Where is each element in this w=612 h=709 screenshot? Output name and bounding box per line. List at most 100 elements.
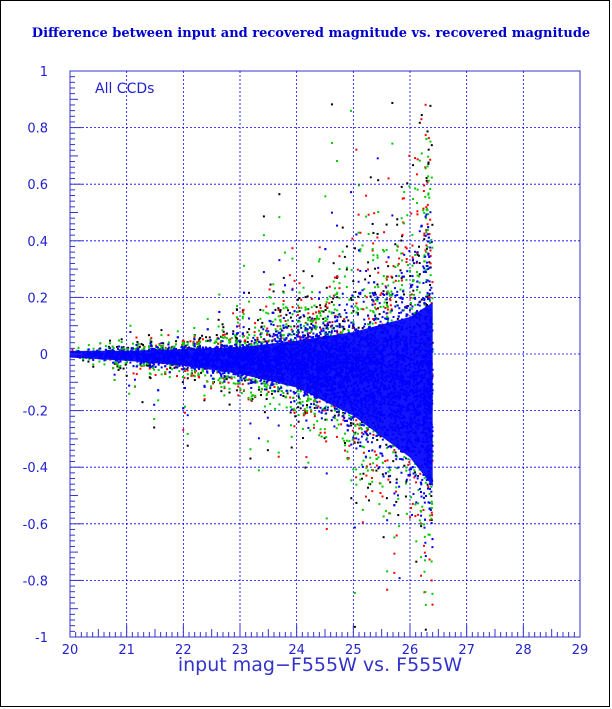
data-point bbox=[425, 176, 428, 179]
data-point bbox=[393, 449, 396, 452]
data-point bbox=[424, 167, 427, 170]
data-point bbox=[428, 196, 431, 199]
data-point bbox=[376, 438, 379, 441]
data-point bbox=[325, 418, 328, 421]
data-point bbox=[393, 552, 396, 555]
data-point bbox=[430, 485, 433, 488]
data-point bbox=[263, 325, 266, 328]
data-point bbox=[87, 348, 90, 351]
data-point bbox=[415, 481, 418, 484]
data-point bbox=[423, 238, 426, 241]
data-point bbox=[175, 343, 178, 346]
data-point bbox=[431, 514, 434, 517]
data-point bbox=[429, 487, 432, 490]
data-point bbox=[412, 198, 415, 201]
data-point bbox=[296, 389, 299, 392]
data-point bbox=[371, 490, 374, 493]
data-point bbox=[405, 466, 408, 469]
data-point bbox=[289, 338, 292, 341]
data-point bbox=[192, 340, 195, 343]
data-point bbox=[333, 409, 336, 412]
data-point bbox=[368, 449, 371, 452]
data-point bbox=[263, 411, 266, 414]
data-point bbox=[353, 625, 356, 628]
data-point bbox=[193, 375, 196, 378]
data-point bbox=[336, 329, 339, 332]
data-point bbox=[198, 344, 201, 347]
data-point bbox=[323, 407, 326, 410]
data-point bbox=[284, 251, 287, 254]
data-point bbox=[272, 283, 275, 286]
data-point bbox=[274, 333, 277, 336]
data-point bbox=[234, 340, 237, 343]
data-point bbox=[268, 339, 271, 342]
data-point bbox=[290, 446, 293, 449]
data-point bbox=[307, 461, 310, 464]
data-point bbox=[246, 336, 249, 339]
data-point bbox=[418, 519, 421, 522]
data-point bbox=[301, 437, 304, 440]
data-point bbox=[416, 271, 419, 274]
data-point bbox=[143, 364, 146, 367]
data-point bbox=[280, 389, 283, 392]
data-point bbox=[206, 318, 209, 321]
data-point bbox=[330, 311, 333, 314]
data-point bbox=[369, 463, 372, 466]
data-point bbox=[277, 337, 280, 340]
data-point bbox=[422, 265, 425, 268]
data-point bbox=[429, 284, 432, 287]
data-point bbox=[418, 121, 421, 124]
data-point bbox=[424, 271, 427, 274]
data-point bbox=[306, 406, 309, 409]
data-point bbox=[398, 577, 401, 580]
data-point bbox=[317, 260, 320, 263]
data-point bbox=[269, 320, 272, 323]
data-point bbox=[165, 368, 168, 371]
data-point bbox=[286, 326, 289, 329]
data-point bbox=[249, 448, 252, 451]
data-point bbox=[230, 377, 233, 380]
data-point bbox=[248, 317, 251, 320]
data-point bbox=[119, 364, 122, 367]
data-point bbox=[312, 319, 315, 322]
data-point bbox=[371, 222, 374, 225]
data-point bbox=[318, 410, 321, 413]
data-point bbox=[315, 318, 318, 321]
data-point bbox=[356, 312, 359, 315]
data-point bbox=[182, 341, 185, 344]
data-point bbox=[297, 392, 300, 395]
data-point bbox=[427, 175, 430, 178]
data-point bbox=[359, 478, 362, 481]
data-point bbox=[265, 381, 268, 384]
data-point bbox=[325, 324, 328, 327]
data-point bbox=[237, 394, 240, 397]
data-point bbox=[361, 289, 364, 292]
data-point bbox=[330, 103, 333, 106]
data-point bbox=[206, 339, 209, 342]
data-point bbox=[311, 291, 314, 294]
data-point bbox=[397, 279, 400, 282]
data-point bbox=[416, 253, 419, 256]
data-point bbox=[241, 317, 244, 320]
data-point bbox=[376, 232, 379, 235]
data-point bbox=[322, 310, 325, 313]
data-point bbox=[379, 445, 382, 448]
data-point bbox=[304, 329, 307, 332]
data-point bbox=[135, 336, 138, 339]
data-point bbox=[192, 374, 195, 377]
data-point bbox=[219, 382, 222, 385]
data-point bbox=[242, 313, 245, 316]
data-point bbox=[332, 280, 335, 283]
data-point bbox=[286, 392, 289, 395]
data-point bbox=[279, 331, 282, 334]
data-point bbox=[344, 444, 347, 447]
data-point bbox=[427, 213, 430, 216]
data-point bbox=[251, 378, 254, 381]
data-point bbox=[315, 317, 318, 320]
data-point bbox=[381, 438, 384, 441]
data-point bbox=[195, 346, 198, 349]
data-point bbox=[130, 348, 133, 351]
data-point bbox=[167, 341, 170, 344]
data-point bbox=[424, 481, 427, 484]
data-point bbox=[228, 376, 231, 379]
